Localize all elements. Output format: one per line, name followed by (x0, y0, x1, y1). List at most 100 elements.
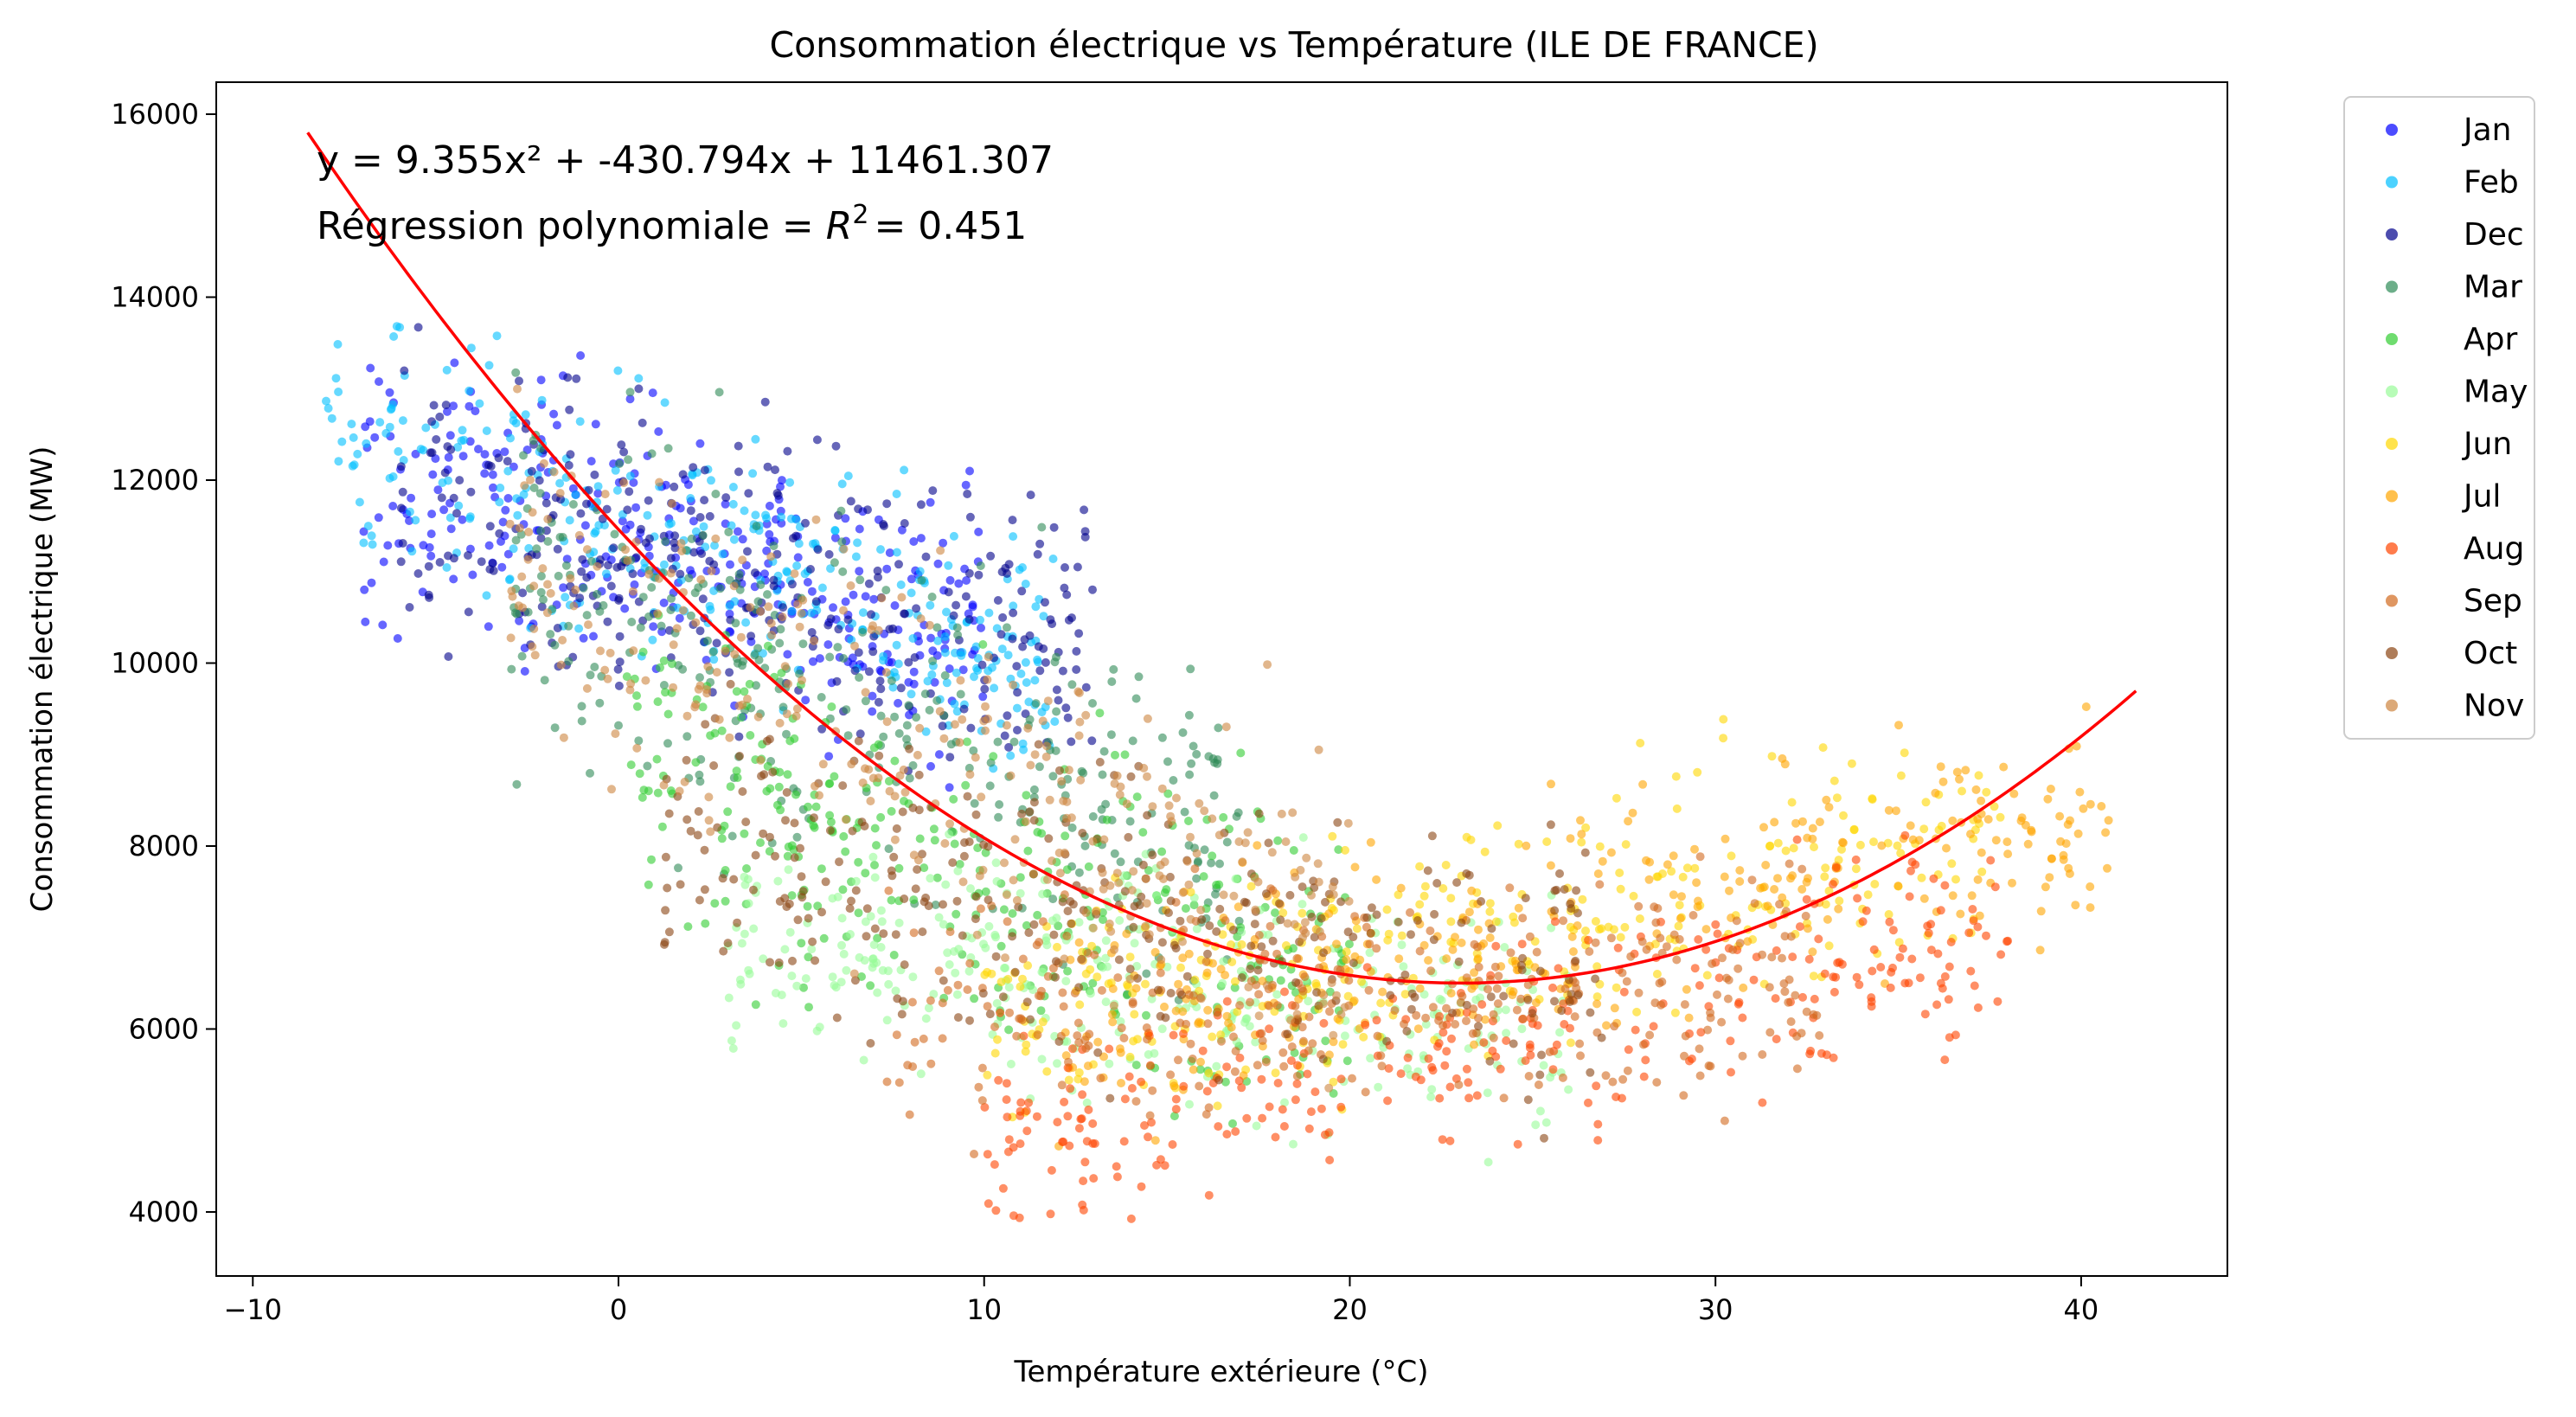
data-point (702, 685, 711, 695)
data-point (1178, 888, 1188, 897)
data-point (837, 940, 846, 950)
data-point (1765, 842, 1774, 851)
data-point (1017, 587, 1027, 596)
data-point (375, 377, 383, 387)
data-point (798, 595, 808, 605)
data-point (1203, 1005, 1213, 1015)
data-point (1160, 1002, 1169, 1011)
data-point (1240, 897, 1249, 907)
data-point (970, 1150, 978, 1158)
data-point (774, 958, 784, 967)
data-point (1187, 759, 1196, 768)
data-point (887, 806, 896, 816)
data-point (921, 1014, 931, 1023)
data-point (1831, 972, 1841, 982)
data-point (1081, 710, 1091, 720)
data-point (1366, 837, 1375, 847)
data-point (904, 701, 913, 710)
data-point (1142, 899, 1151, 908)
data-point (782, 729, 791, 739)
data-point (1009, 1211, 1018, 1221)
data-point (729, 581, 739, 591)
data-point (1350, 862, 1360, 872)
data-point (870, 824, 880, 833)
data-point (1577, 837, 1586, 847)
data-point (1592, 992, 1602, 1002)
data-point (1178, 728, 1188, 737)
data-point (1008, 909, 1017, 918)
data-point (1061, 1051, 1071, 1061)
data-point (1990, 802, 1999, 811)
data-point (830, 533, 840, 542)
data-point (1406, 907, 1414, 917)
data-point (1058, 1138, 1067, 1146)
data-point (1812, 1010, 1822, 1020)
data-point (817, 724, 827, 734)
data-point (855, 729, 865, 739)
data-point (830, 558, 839, 567)
data-point (580, 521, 590, 530)
data-point (672, 624, 682, 633)
data-point (862, 904, 872, 914)
data-point (885, 625, 894, 634)
data-point (1397, 931, 1407, 940)
data-point (1196, 994, 1206, 1003)
data-point (1062, 865, 1072, 875)
data-point (1180, 807, 1189, 817)
data-point (1209, 791, 1219, 800)
data-point (1476, 993, 1484, 1003)
data-point (723, 939, 733, 948)
data-point (333, 340, 343, 349)
data-point (1003, 623, 1011, 632)
data-point (1412, 1010, 1421, 1020)
data-point (601, 569, 611, 579)
data-point (1362, 922, 1371, 932)
y-tick-label: 10000 (111, 646, 199, 679)
data-point (558, 636, 567, 644)
data-point (1088, 1119, 1098, 1128)
data-point (1008, 516, 1017, 525)
data-point (1032, 940, 1041, 950)
data-point (2075, 787, 2085, 797)
data-point (1022, 1040, 1031, 1049)
data-point (1129, 922, 1138, 932)
data-point (489, 483, 497, 492)
data-point (1087, 736, 1097, 746)
data-point (843, 615, 853, 625)
data-point (1849, 825, 1859, 835)
data-point (1047, 1165, 1056, 1175)
data-point (1566, 1038, 1575, 1048)
data-point (565, 516, 574, 525)
data-point (690, 588, 700, 598)
data-point (1068, 1044, 1077, 1054)
data-point (910, 1037, 920, 1047)
data-point (446, 524, 456, 534)
data-point (1604, 922, 1613, 932)
data-point (791, 515, 801, 524)
data-point (396, 503, 406, 513)
legend-label: May (2464, 375, 2528, 410)
data-point (1493, 821, 1503, 830)
data-point (561, 593, 570, 602)
data-point (2059, 855, 2068, 864)
data-point (1690, 863, 1700, 873)
data-point (527, 466, 536, 476)
data-point (913, 856, 923, 865)
data-point (787, 891, 797, 901)
data-point (1042, 1067, 1052, 1076)
data-point (644, 786, 653, 796)
data-point (1138, 860, 1148, 869)
data-point (1576, 1051, 1585, 1061)
data-point (1336, 1074, 1346, 1084)
data-point (841, 815, 850, 824)
data-point (1637, 937, 1647, 946)
data-point (1125, 817, 1135, 826)
data-point (1004, 1135, 1014, 1144)
data-point (1376, 1051, 1386, 1061)
data-point (1521, 1056, 1530, 1066)
data-point (1251, 905, 1260, 914)
data-point (644, 569, 654, 579)
data-point (1319, 999, 1328, 1009)
data-point (976, 904, 985, 914)
data-point (1415, 984, 1425, 993)
